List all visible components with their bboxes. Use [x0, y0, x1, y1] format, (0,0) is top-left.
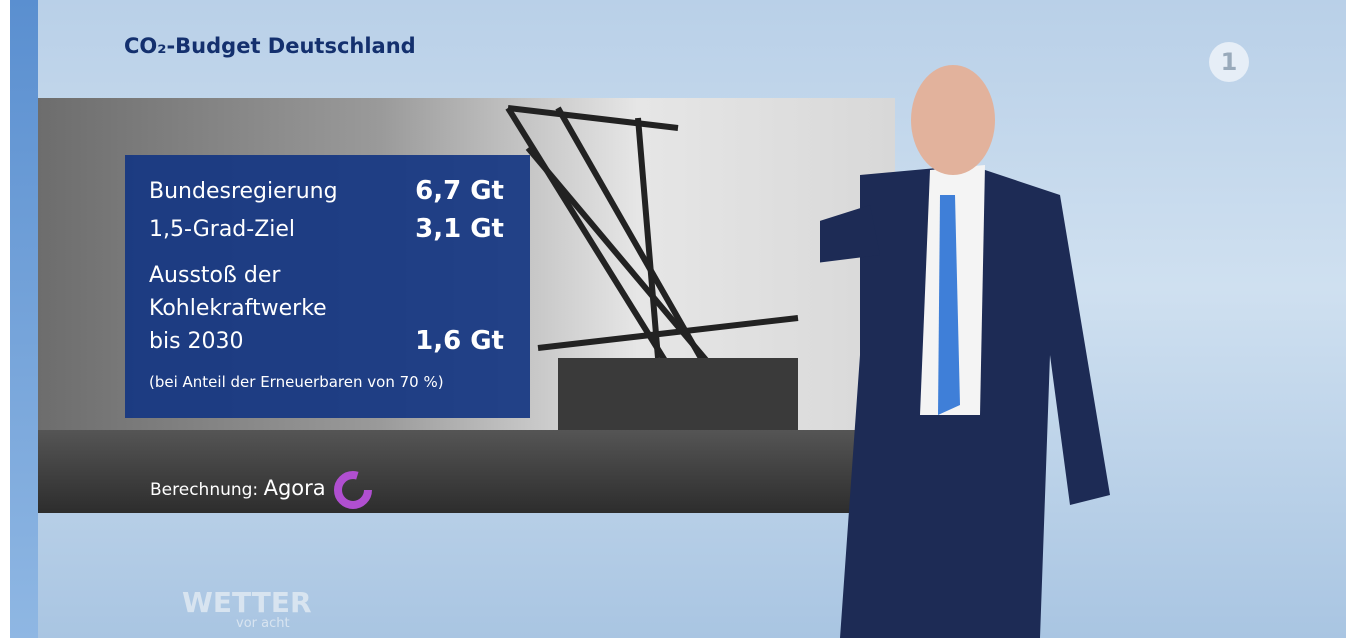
row: Bundesregierung 6,7 Gt: [149, 175, 504, 208]
channel-logo: 1: [1209, 42, 1249, 82]
source-name: Agora: [263, 476, 326, 500]
logo-subtitle: vor acht: [236, 616, 290, 631]
row-label: Ausstoß der: [149, 263, 281, 288]
row-value: 1,6 Gt: [415, 326, 504, 356]
agora-icon: [334, 471, 373, 509]
ground: [38, 430, 895, 513]
info-box: Bundesregierung 6,7 Gt 1,5-Grad-Ziel 3,1 Gt…: [125, 155, 530, 418]
source: Berechnung: Agora: [150, 468, 375, 512]
note: (bei Anteil der Erneuerbaren von 70 %): [149, 373, 444, 391]
row: Ausstoß der Kohlekraftwerke bis 2030 1,6 Gt: [149, 259, 504, 358]
row-label: Bundesregierung: [149, 179, 338, 204]
row-value: 3,1 Gt: [415, 214, 504, 244]
row-label: 1,5-Grad-Ziel: [149, 217, 296, 242]
source-label: Berechnung:: [150, 480, 259, 500]
title: CO₂-Budget Deutschland: [124, 34, 416, 58]
row-value: 6,7 Gt: [415, 176, 504, 206]
svg-text:1: 1: [1221, 48, 1238, 76]
row: 1,5-Grad-Ziel 3,1 Gt: [149, 213, 504, 246]
row-label: bis 2030: [149, 329, 244, 354]
presenter: [820, 65, 1110, 638]
logo-title: WETTER: [182, 586, 312, 619]
frame: [0, 0, 10, 638]
row-label: Kohlekraftwerke: [149, 296, 327, 321]
frame: [10, 0, 38, 638]
